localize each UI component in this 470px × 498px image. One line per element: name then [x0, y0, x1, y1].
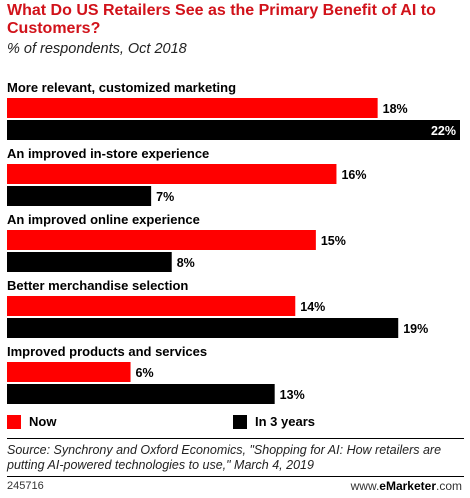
logo-prefix: www.	[350, 479, 380, 493]
bar-in-3-years	[7, 384, 275, 404]
legend-swatch-in-3-years	[233, 414, 247, 429]
bar-now	[7, 98, 378, 118]
footer-divider	[7, 476, 464, 477]
emarketer-logo: www.eMarketer.com	[351, 479, 462, 493]
bar-in-3-years	[7, 318, 399, 338]
bar-chart: More relevant, customized marketing 18% 22…	[7, 80, 460, 404]
value-label-in-3-years: 22%	[431, 124, 456, 138]
legend-item-now: Now	[7, 414, 56, 429]
value-label-now: 15%	[321, 234, 346, 248]
category-label: Improved products and services	[7, 344, 207, 359]
category-label: An improved online experience	[7, 212, 200, 227]
chart-subtitle: % of respondents, Oct 2018	[7, 41, 187, 57]
chart-id: 245716	[7, 480, 44, 492]
bar-in-3-years	[7, 120, 460, 140]
category-label: An improved in-store experience	[7, 146, 209, 161]
value-label-in-3-years: 13%	[280, 388, 305, 402]
value-label-in-3-years: 8%	[177, 256, 195, 270]
value-label-now: 6%	[136, 366, 154, 380]
bar-now	[7, 296, 296, 316]
value-label-now: 18%	[383, 102, 408, 116]
source-note: Source: Synchrony and Oxford Economics, …	[7, 443, 442, 472]
value-label-in-3-years: 19%	[403, 322, 428, 336]
legend-label-in-3-years: In 3 years	[255, 414, 315, 429]
source-divider	[7, 438, 464, 439]
chart-title: What Do US Retailers See as the Primary …	[7, 2, 436, 37]
legend-label-now: Now	[29, 414, 57, 429]
bar-in-3-years	[7, 252, 172, 272]
value-label-now: 16%	[341, 168, 366, 182]
legend-item-in-3-years: In 3 years	[233, 414, 315, 429]
bar-in-3-years	[7, 186, 152, 206]
logo-suffix: .com	[435, 479, 462, 493]
bar-now	[7, 230, 316, 250]
bar-now	[7, 362, 131, 382]
value-label-now: 14%	[300, 300, 325, 314]
value-label-in-3-years: 7%	[156, 190, 174, 204]
logo-brand: eMarketer	[379, 479, 436, 493]
bar-now	[7, 164, 337, 184]
legend-swatch-now	[7, 414, 21, 429]
category-label: Better merchandise selection	[7, 278, 188, 293]
category-label: More relevant, customized marketing	[7, 80, 236, 95]
